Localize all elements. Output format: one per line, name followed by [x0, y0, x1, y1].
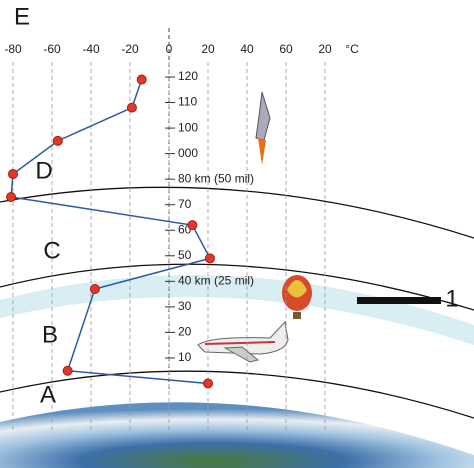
y-tick-label: 50: [178, 248, 192, 262]
annotation: A: [40, 381, 56, 408]
layer-boundary: [0, 186, 474, 239]
balloon: [282, 275, 312, 319]
point: [62, 365, 73, 376]
marker-bar: [357, 297, 441, 304]
point: [136, 74, 147, 85]
annotation: D: [35, 157, 52, 184]
background: [0, 28, 474, 468]
y-tick-label: 80 km (50 mil): [178, 171, 254, 185]
x-tick-label: -80: [4, 42, 22, 56]
annotation: B: [42, 321, 58, 348]
rocket: [255, 91, 271, 165]
x-tick-label: 20: [318, 42, 332, 56]
x-tick-label: 40: [240, 42, 254, 56]
point: [187, 220, 198, 231]
y-tick-label: 20: [178, 325, 192, 339]
annotation: C: [43, 237, 60, 264]
annotation: 1: [445, 285, 458, 312]
point: [203, 378, 213, 389]
y-tick-label: 110: [178, 95, 197, 109]
band: [0, 275, 474, 345]
airplane: [197, 320, 289, 363]
y-tick-label: 120: [178, 69, 198, 83]
x-tick-label: -60: [43, 42, 61, 56]
point: [8, 169, 18, 180]
earth: [0, 402, 474, 468]
layer-boundary: [0, 370, 474, 419]
x-unit: °C: [345, 42, 359, 56]
point: [52, 135, 63, 146]
x-tick-label: 20: [201, 42, 215, 56]
point: [204, 253, 215, 264]
x-tick-label: 0: [166, 42, 173, 56]
y-tick-label: 10: [178, 350, 192, 364]
y-tick-label: 30: [178, 299, 192, 313]
x-tick-label: -40: [82, 42, 100, 56]
layer-boundary: [0, 263, 474, 311]
x-tick-label: 60: [279, 42, 293, 56]
point: [126, 102, 137, 113]
profile-line: [10, 79, 212, 385]
y-tick-label: 70: [178, 197, 192, 211]
annotation: E: [14, 3, 30, 30]
y-tick-label: 100: [178, 120, 198, 134]
point: [89, 283, 100, 294]
x-tick-label: -20: [121, 42, 139, 56]
y-tick-label: 000: [178, 146, 198, 160]
point: [6, 192, 17, 203]
y-tick-label: 40 km (25 mil): [178, 274, 254, 288]
